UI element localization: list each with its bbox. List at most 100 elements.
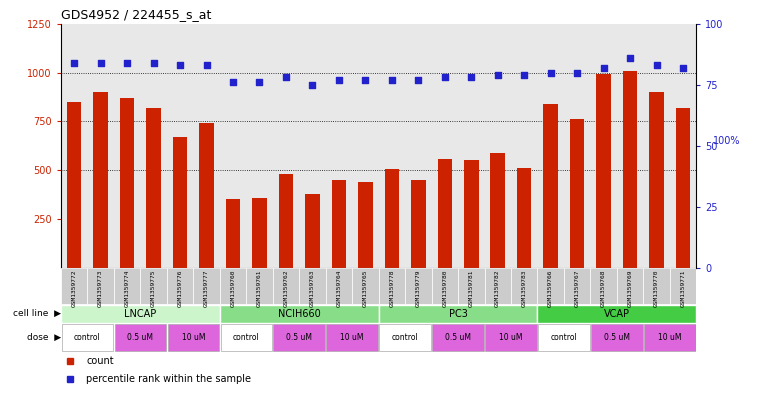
Point — [624, 55, 636, 61]
Bar — [643, 268, 670, 303]
Text: PC3: PC3 — [448, 309, 467, 319]
Bar — [591, 24, 617, 268]
Bar — [326, 324, 377, 351]
Point — [492, 72, 504, 78]
Bar — [299, 24, 326, 268]
Text: VCAP: VCAP — [604, 309, 630, 319]
Bar — [247, 24, 272, 268]
Bar — [485, 24, 511, 268]
Point — [545, 70, 557, 76]
Bar — [88, 268, 114, 303]
Bar — [305, 194, 320, 268]
Bar — [405, 268, 431, 303]
Point — [280, 74, 292, 81]
Bar — [564, 24, 591, 268]
Point — [438, 74, 451, 81]
Bar — [670, 268, 696, 303]
Bar — [62, 324, 113, 351]
Bar — [431, 24, 458, 268]
Bar — [411, 180, 425, 268]
Point — [253, 79, 266, 85]
Point — [412, 77, 425, 83]
Text: GSM1359783: GSM1359783 — [522, 269, 527, 307]
Bar — [517, 169, 531, 268]
Text: GSM1359764: GSM1359764 — [336, 269, 342, 307]
Point — [148, 60, 160, 66]
Point — [94, 60, 107, 66]
Bar — [61, 268, 88, 303]
Bar — [644, 324, 696, 351]
Bar — [279, 174, 293, 268]
Bar — [247, 268, 272, 303]
Bar — [591, 324, 642, 351]
Text: GSM1359762: GSM1359762 — [283, 269, 288, 307]
Text: 0.5 uM: 0.5 uM — [604, 333, 630, 342]
Bar — [220, 24, 247, 268]
Bar — [378, 24, 405, 268]
Bar — [221, 324, 272, 351]
Bar — [119, 98, 135, 268]
Text: GSM1359781: GSM1359781 — [469, 269, 474, 307]
Text: control: control — [392, 333, 419, 342]
Text: GSM1359774: GSM1359774 — [125, 269, 129, 307]
Bar — [564, 268, 591, 303]
Bar — [167, 268, 193, 303]
Bar — [220, 268, 247, 303]
Bar — [299, 268, 326, 303]
Text: GSM1359771: GSM1359771 — [680, 269, 686, 307]
Point — [677, 64, 689, 71]
Text: GSM1359760: GSM1359760 — [231, 269, 235, 307]
Bar — [140, 268, 167, 303]
Bar — [199, 123, 214, 268]
Text: NCIH660: NCIH660 — [278, 309, 320, 319]
Bar — [252, 198, 267, 268]
Bar — [537, 24, 564, 268]
Point — [465, 74, 477, 81]
Text: GSM1359766: GSM1359766 — [548, 269, 553, 307]
Text: 0.5 uM: 0.5 uM — [286, 333, 312, 342]
Bar — [358, 182, 373, 268]
Bar — [431, 268, 458, 303]
Bar — [458, 268, 485, 303]
Point — [571, 70, 583, 76]
Text: count: count — [86, 356, 114, 365]
Text: 0.5 uM: 0.5 uM — [127, 333, 153, 342]
Bar — [272, 24, 299, 268]
Point — [359, 77, 371, 83]
Bar — [485, 268, 511, 303]
Point — [227, 79, 239, 85]
Bar — [380, 324, 431, 351]
Bar — [464, 160, 479, 268]
Text: 10 uM: 10 uM — [340, 333, 364, 342]
Bar — [537, 305, 696, 323]
Bar — [643, 24, 670, 268]
Text: GSM1359777: GSM1359777 — [204, 269, 209, 307]
Text: 0.5 uM: 0.5 uM — [445, 333, 471, 342]
Bar — [226, 199, 240, 268]
Bar — [649, 92, 664, 268]
Bar — [193, 24, 220, 268]
Bar — [61, 305, 220, 323]
Bar — [115, 324, 166, 351]
Bar — [622, 71, 638, 268]
Bar — [617, 24, 643, 268]
Bar — [140, 24, 167, 268]
Text: GSM1359782: GSM1359782 — [495, 269, 500, 307]
Text: cell line  ▶: cell line ▶ — [13, 309, 61, 318]
Text: GSM1359765: GSM1359765 — [363, 269, 368, 307]
Text: 10 uM: 10 uM — [499, 333, 523, 342]
Bar — [538, 324, 590, 351]
Text: GSM1359763: GSM1359763 — [310, 269, 315, 307]
Bar — [458, 24, 485, 268]
Text: GSM1359769: GSM1359769 — [628, 269, 632, 307]
Bar — [94, 92, 108, 268]
Bar — [670, 24, 696, 268]
Bar — [326, 268, 352, 303]
Point — [651, 62, 663, 68]
Text: LNCAP: LNCAP — [124, 309, 157, 319]
Bar — [378, 268, 405, 303]
Bar — [146, 108, 161, 268]
Point — [597, 64, 610, 71]
Bar — [486, 324, 537, 351]
Bar — [114, 24, 140, 268]
